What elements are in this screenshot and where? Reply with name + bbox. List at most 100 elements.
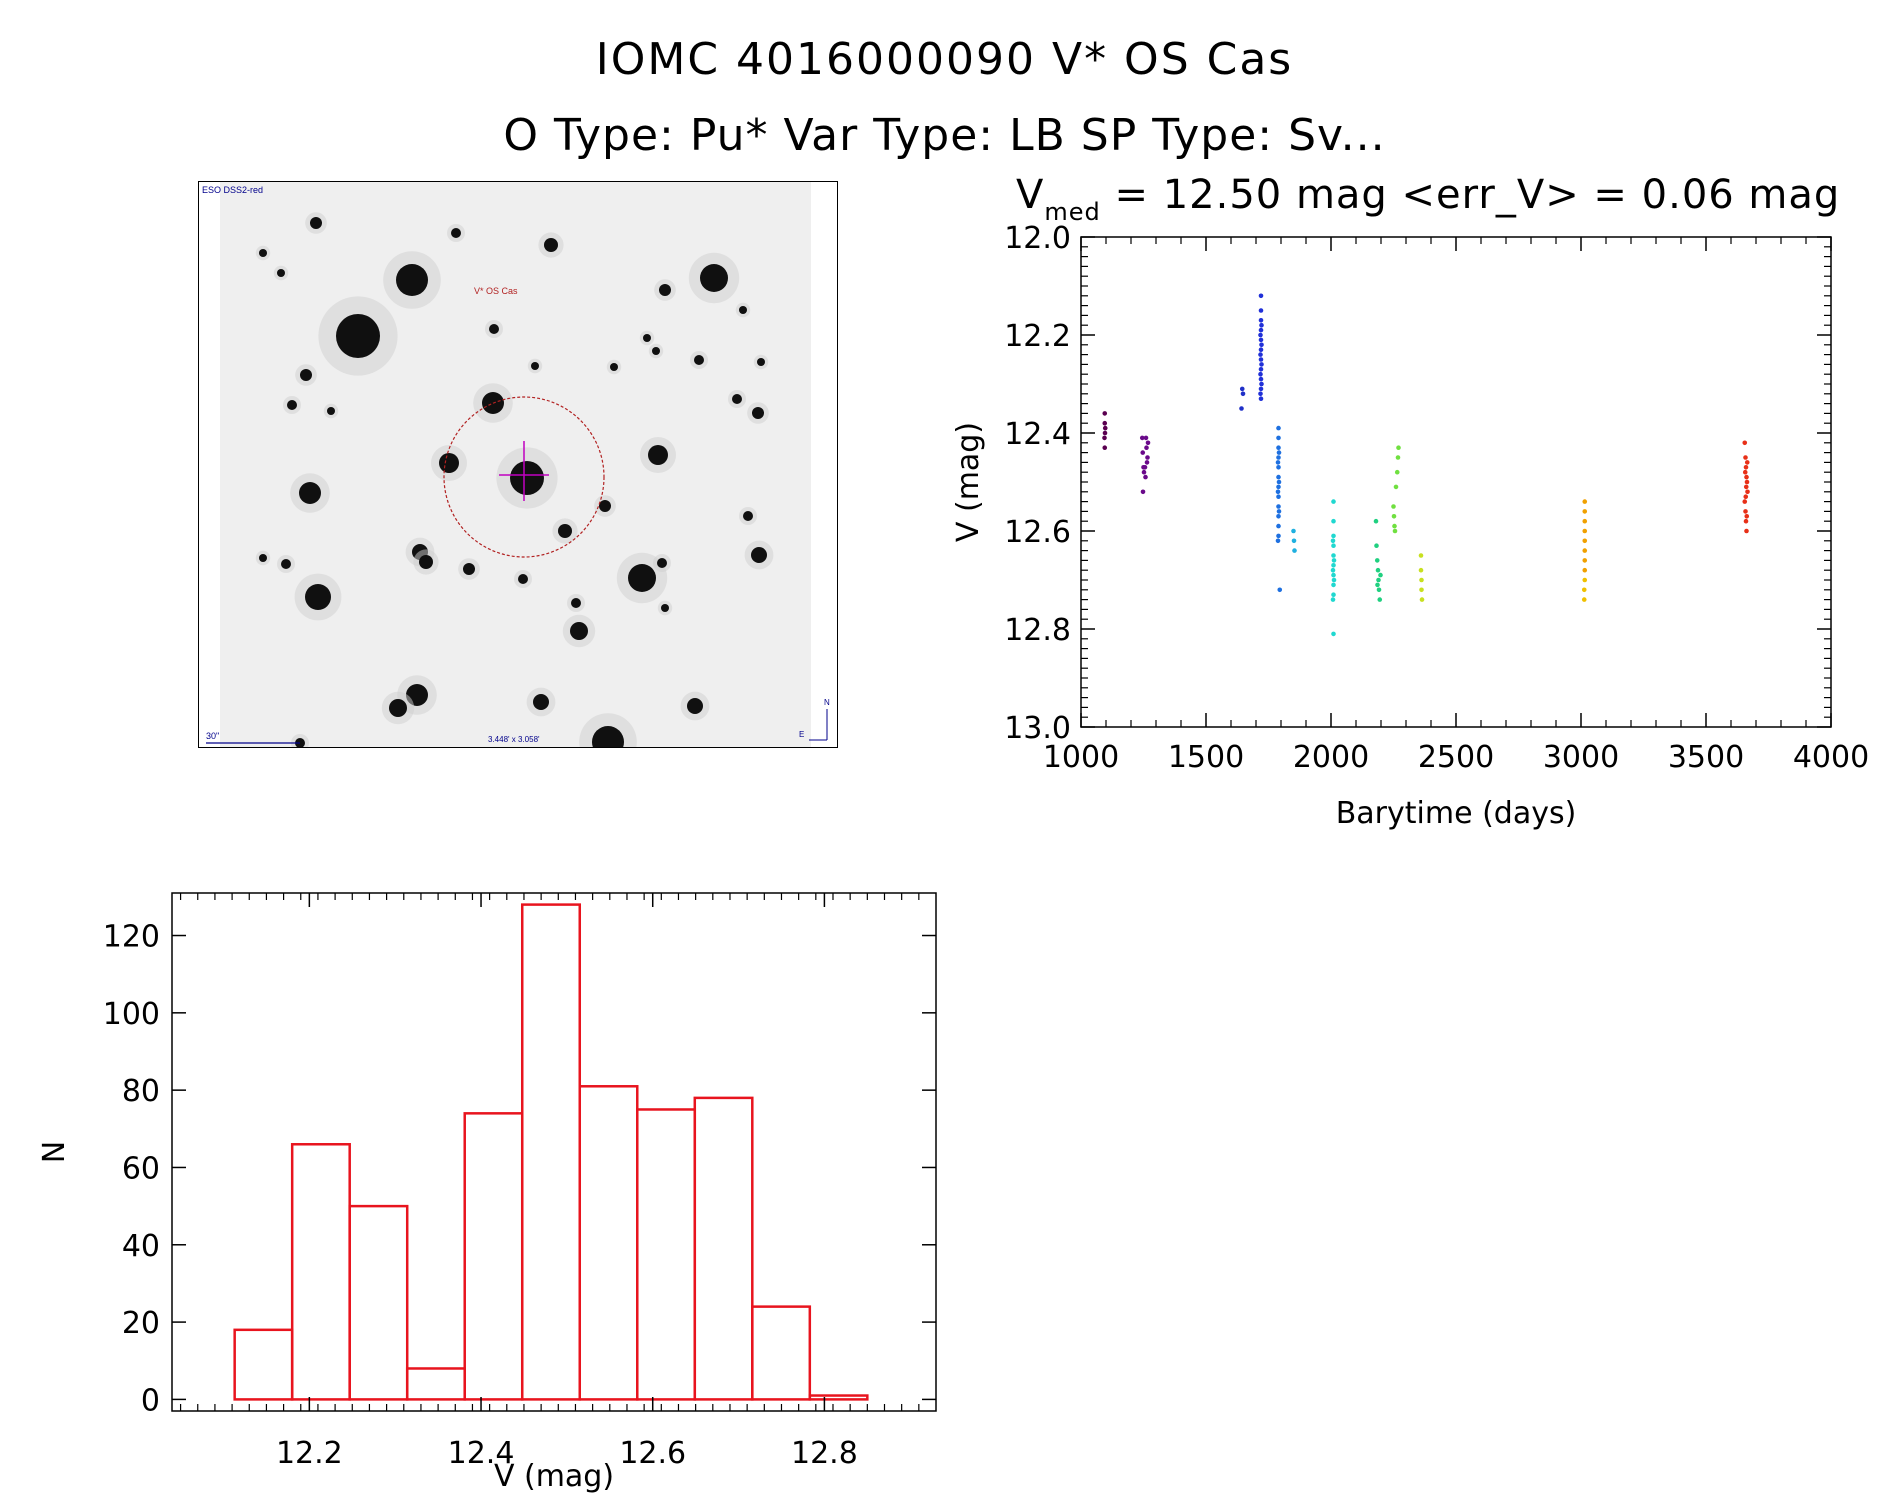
data-point <box>1393 484 1399 490</box>
title-stats: = 12.50 mag <err_V> = 0.06 mag <box>1101 172 1841 218</box>
data-point <box>1331 518 1336 524</box>
data-point <box>1258 396 1264 402</box>
data-point <box>1102 425 1108 431</box>
star <box>694 355 704 365</box>
data-point <box>1331 572 1336 578</box>
data-point <box>1258 308 1264 313</box>
data-point <box>1745 489 1750 495</box>
star <box>482 392 504 414</box>
data-point <box>1331 543 1336 548</box>
y-tick-label: 120 <box>103 920 160 955</box>
data-point <box>1291 528 1296 534</box>
histogram-bar <box>578 1085 639 1401</box>
data-point <box>1259 322 1264 328</box>
data-point <box>1292 548 1297 553</box>
data-point <box>1276 523 1281 529</box>
histogram-bar <box>693 1096 754 1401</box>
chart-title: Vmed = 12.50 mag <err_V> = 0.06 mag <box>1016 172 1840 226</box>
star <box>610 363 618 371</box>
y-axis-label: N <box>37 1141 72 1163</box>
y-tick-label: 60 <box>122 1151 160 1186</box>
data-point <box>1743 509 1748 514</box>
data-point <box>1276 479 1282 485</box>
data-point <box>1143 474 1148 480</box>
data-point <box>1331 563 1336 568</box>
scale-bar-label: 30" <box>206 731 219 741</box>
data-point <box>1276 465 1281 470</box>
data-point <box>1375 567 1381 573</box>
x-tick-label: 1500 <box>1168 740 1244 775</box>
star <box>570 622 588 640</box>
x-axis-label: Barytime (days) <box>1336 796 1577 830</box>
data-point <box>1258 352 1263 357</box>
light-curve-chart: 1000 1500 2000 2500 3000 3500 4000 12.0 12.2 12.4… <box>951 172 1869 830</box>
data-point <box>1275 538 1281 544</box>
data-point <box>1275 489 1281 495</box>
data-point <box>1331 553 1336 558</box>
histogram-bar <box>636 1108 697 1401</box>
data-point <box>1391 504 1396 509</box>
x-axis-label: V (mag) <box>494 1459 614 1494</box>
figure-title: IOMC 4016000090 V* OS Cas <box>595 34 1294 85</box>
histogram-bar <box>233 1328 294 1401</box>
star <box>389 699 407 717</box>
star <box>599 500 611 512</box>
star <box>643 334 651 342</box>
star <box>659 284 671 296</box>
data-point <box>1145 455 1150 460</box>
y-tick-label: 80 <box>122 1074 160 1109</box>
y-tick-label: 12.0 <box>1004 221 1071 256</box>
data-point <box>1142 465 1148 470</box>
data-point <box>1276 514 1281 519</box>
data-point <box>1330 538 1336 544</box>
data-point <box>1258 293 1264 299</box>
star <box>544 238 558 252</box>
y-tick-label: 20 <box>122 1306 160 1341</box>
x-tick-label: 3500 <box>1668 740 1744 775</box>
data-point <box>1276 533 1281 539</box>
x-tick-label: 2000 <box>1293 740 1369 775</box>
data-point <box>1140 489 1146 495</box>
data-point <box>1276 494 1281 500</box>
x-tick-label: 3000 <box>1543 740 1619 775</box>
data-point <box>1376 577 1381 583</box>
star <box>510 461 544 495</box>
data-point <box>1581 597 1587 602</box>
star <box>751 547 767 563</box>
data-point <box>1139 435 1145 441</box>
data-point <box>1102 435 1107 441</box>
data-point <box>1258 371 1263 377</box>
data-point <box>1331 558 1337 563</box>
data-point <box>1240 391 1246 397</box>
x-tick-label: 12.2 <box>276 1436 343 1471</box>
data-point <box>1258 391 1263 397</box>
data-point <box>1744 479 1750 485</box>
star <box>336 314 380 358</box>
data-point <box>1419 577 1424 583</box>
star <box>687 698 703 714</box>
histogram-bar <box>808 1394 869 1401</box>
data-point <box>1141 469 1147 475</box>
north-label: N <box>824 698 830 707</box>
star <box>739 306 747 314</box>
data-point <box>1277 587 1283 593</box>
x-tick-label: 12.8 <box>791 1436 858 1471</box>
data-point <box>1396 445 1401 451</box>
data-point <box>1259 381 1264 387</box>
object-type-line: O Type: Pu* Var Type: LB SP Type: Sv... <box>503 110 1386 161</box>
star <box>259 554 267 562</box>
star <box>299 482 321 504</box>
star <box>281 559 291 569</box>
data-point <box>1582 577 1588 583</box>
histogram-bar <box>290 1143 351 1401</box>
data-point <box>1276 425 1281 431</box>
data-point <box>1582 548 1588 553</box>
star <box>752 407 764 419</box>
star <box>533 694 549 710</box>
data-point <box>1419 597 1425 602</box>
data-point <box>1258 347 1264 353</box>
star <box>439 453 459 473</box>
histogram-bar <box>463 1112 524 1401</box>
data-point <box>1276 484 1281 490</box>
